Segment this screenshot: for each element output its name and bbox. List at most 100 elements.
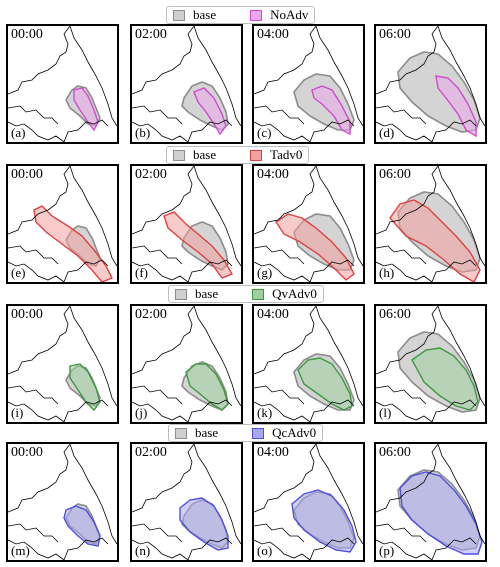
panel-letter: (i) [11,405,24,420]
map-canvas [132,26,241,142]
boundary-lines [132,26,241,142]
experiment-region [411,347,479,411]
time-label: 06:00 [379,167,411,182]
legend-label-base: base [195,286,219,301]
map-panel: 04:00 (k) [252,304,365,424]
experiment-region [297,357,353,411]
time-label: 00:00 [11,27,43,42]
boundary-lines [132,444,241,560]
map-canvas [8,26,117,142]
time-label: 06:00 [379,445,411,460]
legend-swatch-experiment [252,288,265,300]
boundary-lines [376,444,485,560]
boundary-lines [132,166,241,282]
experiment-region [311,85,351,136]
legend: base Tadv0 [166,146,310,164]
map-panel: 06:00 (p) [374,442,487,562]
map-canvas [376,444,485,560]
time-label: 04:00 [257,445,289,460]
experiment-region [389,199,481,282]
experiment-region [69,363,101,412]
panel-letter: (b) [135,125,151,140]
map-panel: 04:00 (o) [252,442,365,562]
map-panel: 00:00 (i) [6,304,119,424]
legend-label-experiment: QcAdv0 [272,425,317,440]
map-panel: 04:00 (c) [252,24,365,144]
map-panel: 02:00 (b) [130,24,243,144]
map-canvas [132,306,241,422]
legend-swatch-base [175,427,187,439]
experiment-region [275,213,355,281]
map-canvas [8,306,117,422]
panel-letter: (c) [257,125,272,140]
boundary-lines [254,306,363,422]
time-label: 06:00 [379,307,411,322]
experiment-region [33,205,113,282]
panel-letter: (o) [257,543,273,558]
panel-letter: (d) [379,125,395,140]
map-panel: 06:00 (d) [374,24,487,144]
map-panel: 06:00 (h) [374,164,487,284]
map-canvas [254,306,363,422]
time-label: 00:00 [11,307,43,322]
panel-letter: (l) [379,405,392,420]
legend-label-base: base [195,425,219,440]
map-panel: 02:00 (n) [130,442,243,562]
map-panel: 04:00 (g) [252,164,365,284]
map-panel: 02:00 (f) [130,164,243,284]
time-label: 02:00 [135,307,167,322]
map-panel: 02:00 (j) [130,304,243,424]
boundary-lines [254,166,363,282]
boundary-lines [8,26,117,142]
map-canvas [8,444,117,560]
legend-label-base: base [193,147,217,162]
map-canvas [376,306,485,422]
legend-label-experiment: QvAdv0 [272,286,317,301]
time-label: 00:00 [11,445,43,460]
experiment-region [185,363,229,411]
legend-swatch-experiment [250,149,263,161]
boundary-lines [376,166,485,282]
legend: base QvAdv0 [168,285,324,303]
boundary-lines [132,306,241,422]
boundary-lines [8,444,117,560]
panel-letter: (g) [257,265,273,280]
experiment-region [163,211,234,279]
time-label: 04:00 [257,307,289,322]
experiment-region [193,87,227,136]
legend-swatch-experiment [252,427,265,439]
boundary-lines [376,26,485,142]
legend: base QcAdv0 [168,424,324,442]
time-label: 02:00 [135,27,167,42]
boundary-lines [254,26,363,142]
map-panel: 00:00 (e) [6,164,119,284]
panel-letter: (p) [379,543,395,558]
legend-swatch-base [175,288,187,300]
panel-letter: (a) [11,125,26,140]
legend-swatch-base [173,9,185,21]
panel-letter: (j) [135,405,148,420]
map-canvas [254,26,363,142]
boundary-lines [254,444,363,560]
panel-letter: (e) [11,265,26,280]
map-canvas [132,444,241,560]
panel-letter: (n) [135,543,151,558]
legend-label-base: base [193,7,217,22]
legend: base NoAdv [166,6,316,24]
time-label: 00:00 [11,167,43,182]
boundary-lines [8,166,117,282]
map-canvas [132,166,241,282]
map-panel: 00:00 (m) [6,442,119,562]
panel-letter: (m) [11,543,30,558]
time-label: 04:00 [257,27,289,42]
panel-letter: (h) [379,265,395,280]
experiment-region [179,497,229,551]
time-label: 02:00 [135,167,167,182]
map-canvas [254,444,363,560]
experiment-region [435,75,477,138]
experiment-region [63,505,101,547]
time-label: 02:00 [135,445,167,460]
map-panel: 06:00 (l) [374,304,487,424]
legend-label-experiment: Tadv0 [270,147,303,162]
time-label: 04:00 [257,167,289,182]
